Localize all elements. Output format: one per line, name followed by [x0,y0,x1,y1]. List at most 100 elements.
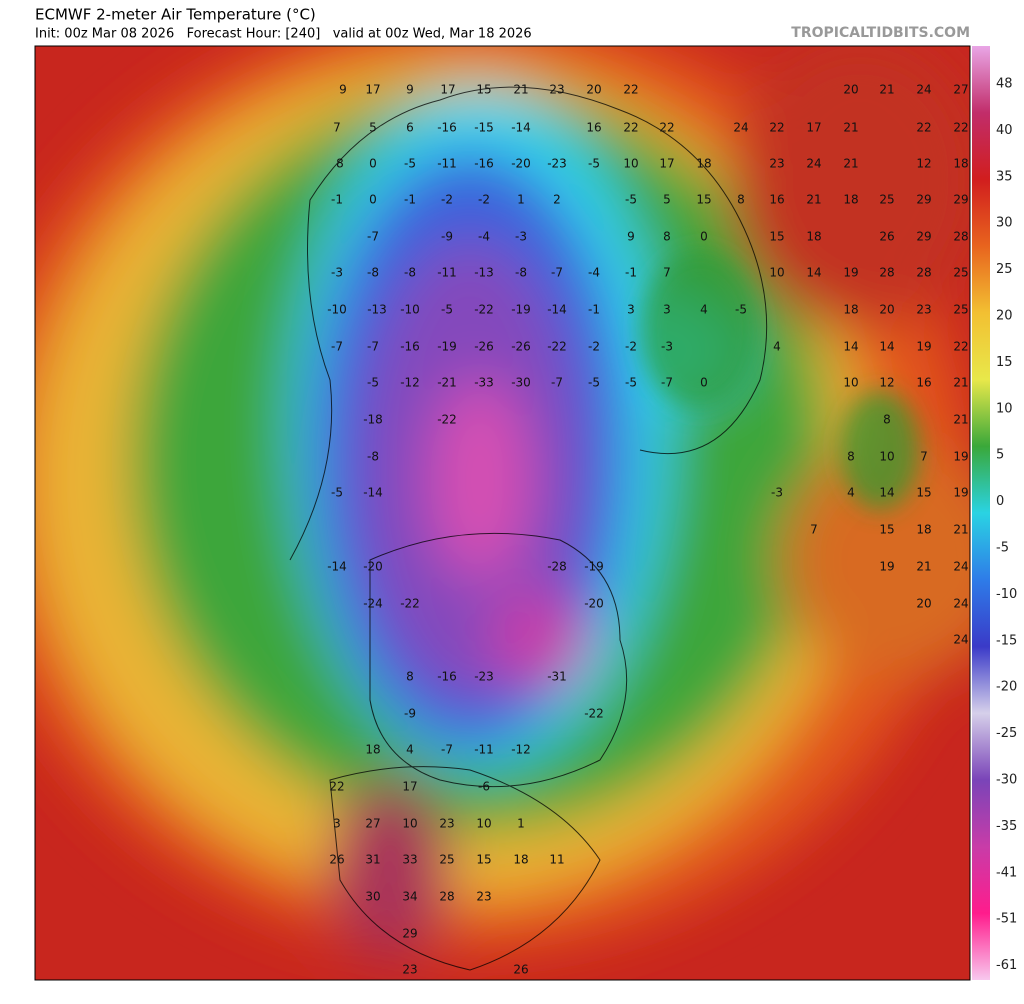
temperature-label: -20 [511,157,531,171]
temperature-label: 28 [953,230,968,244]
temperature-label: 1 [517,817,525,831]
temperature-label: 29 [916,193,931,207]
temperature-label: -5 [404,157,416,171]
temperature-label: -7 [441,743,453,757]
temperature-label: -15 [474,121,494,135]
temperature-label: 6 [406,121,414,135]
temperature-label: 24 [733,121,748,135]
temperature-label: 19 [916,340,931,354]
temperature-label: 2 [553,193,561,207]
temperature-label: 17 [440,83,455,97]
temperature-label: 22 [953,340,968,354]
temperature-label: -4 [588,266,600,280]
temperature-label: -12 [400,376,420,390]
temperature-label: 29 [402,927,417,941]
temperature-label: -2 [625,340,637,354]
temperature-label: 14 [806,266,821,280]
temperature-label: -23 [474,670,494,684]
temperature-label: -2 [588,340,600,354]
temperature-label: 9 [406,83,414,97]
temperature-label: 24 [806,157,821,171]
temperature-label: 23 [402,963,417,977]
temperature-label: 26 [879,230,894,244]
temperature-label: 26 [329,853,344,867]
temperature-label: -5 [735,303,747,317]
temperature-label: 21 [806,193,821,207]
temperature-label: 9 [339,83,347,97]
temperature-label: -9 [404,707,416,721]
temperature-label: 22 [623,83,638,97]
temperature-label: 17 [806,121,821,135]
temperature-label: 22 [659,121,674,135]
temperature-label: 34 [402,890,417,904]
temperature-label: -19 [511,303,531,317]
temperature-label: 21 [953,376,968,390]
temperature-label: 4 [847,486,855,500]
colorbar-label: -35 [996,819,1017,834]
temperature-label: 3 [627,303,635,317]
temperature-label: 4 [406,743,414,757]
colorbar-label: 35 [996,169,1013,184]
temperature-label: -5 [331,486,343,500]
temperature-label: -8 [367,266,379,280]
temperature-label: 18 [806,230,821,244]
temperature-label: -23 [547,157,567,171]
temperature-label: -14 [511,121,531,135]
temperature-label: 0 [369,157,377,171]
temperature-label: 10 [843,376,858,390]
temperature-label: 19 [953,486,968,500]
temperature-label: 15 [916,486,931,500]
temperature-label: -2 [478,193,490,207]
temperature-label: -7 [367,340,379,354]
temperature-label: -3 [771,486,783,500]
temperature-label: 24 [953,633,968,647]
temperature-label: 3 [663,303,671,317]
colorbar-label: -25 [996,726,1017,741]
temperature-label: 4 [773,340,781,354]
temperature-label: 16 [586,121,601,135]
temperature-label: -5 [441,303,453,317]
temperature-label: 18 [513,853,528,867]
temperature-label: 15 [696,193,711,207]
temperature-label: 23 [769,157,784,171]
temperature-label: -33 [474,376,494,390]
colorbar-label: -30 [996,773,1017,788]
temperature-label: -20 [584,597,604,611]
temperature-label: 21 [916,560,931,574]
temperature-label: 0 [700,376,708,390]
temperature-label: -3 [661,340,673,354]
temperature-label: 16 [769,193,784,207]
temperature-label: -16 [474,157,494,171]
temperature-label: 14 [843,340,858,354]
temperature-label: -19 [437,340,457,354]
temperature-label: 4 [700,303,708,317]
temperature-label: -5 [625,193,637,207]
temperature-label: -5 [367,376,379,390]
temperature-label: 0 [369,193,377,207]
temperature-label: 29 [953,193,968,207]
temperature-label: 18 [365,743,380,757]
temperature-label: 21 [879,83,894,97]
temperature-label: 20 [586,83,601,97]
temperature-label: -11 [474,743,494,757]
temperature-label: 11 [549,853,564,867]
colorbar-label: 15 [996,355,1013,370]
temperature-label: -10 [400,303,420,317]
temperature-label: -20 [363,560,383,574]
temperature-label: 25 [953,266,968,280]
temperature-label: 19 [879,560,894,574]
temperature-label: 10 [879,450,894,464]
temperature-label: -7 [331,340,343,354]
temperature-label: 7 [920,450,928,464]
temperature-label: -28 [547,560,567,574]
temperature-label: -18 [363,413,383,427]
temperature-label: 19 [843,266,858,280]
temperature-label: 10 [623,157,638,171]
temperature-label: 18 [843,303,858,317]
temperature-label: -6 [478,780,490,794]
temperature-label: -19 [584,560,604,574]
temperature-label: 0 [700,230,708,244]
temperature-label: 15 [769,230,784,244]
